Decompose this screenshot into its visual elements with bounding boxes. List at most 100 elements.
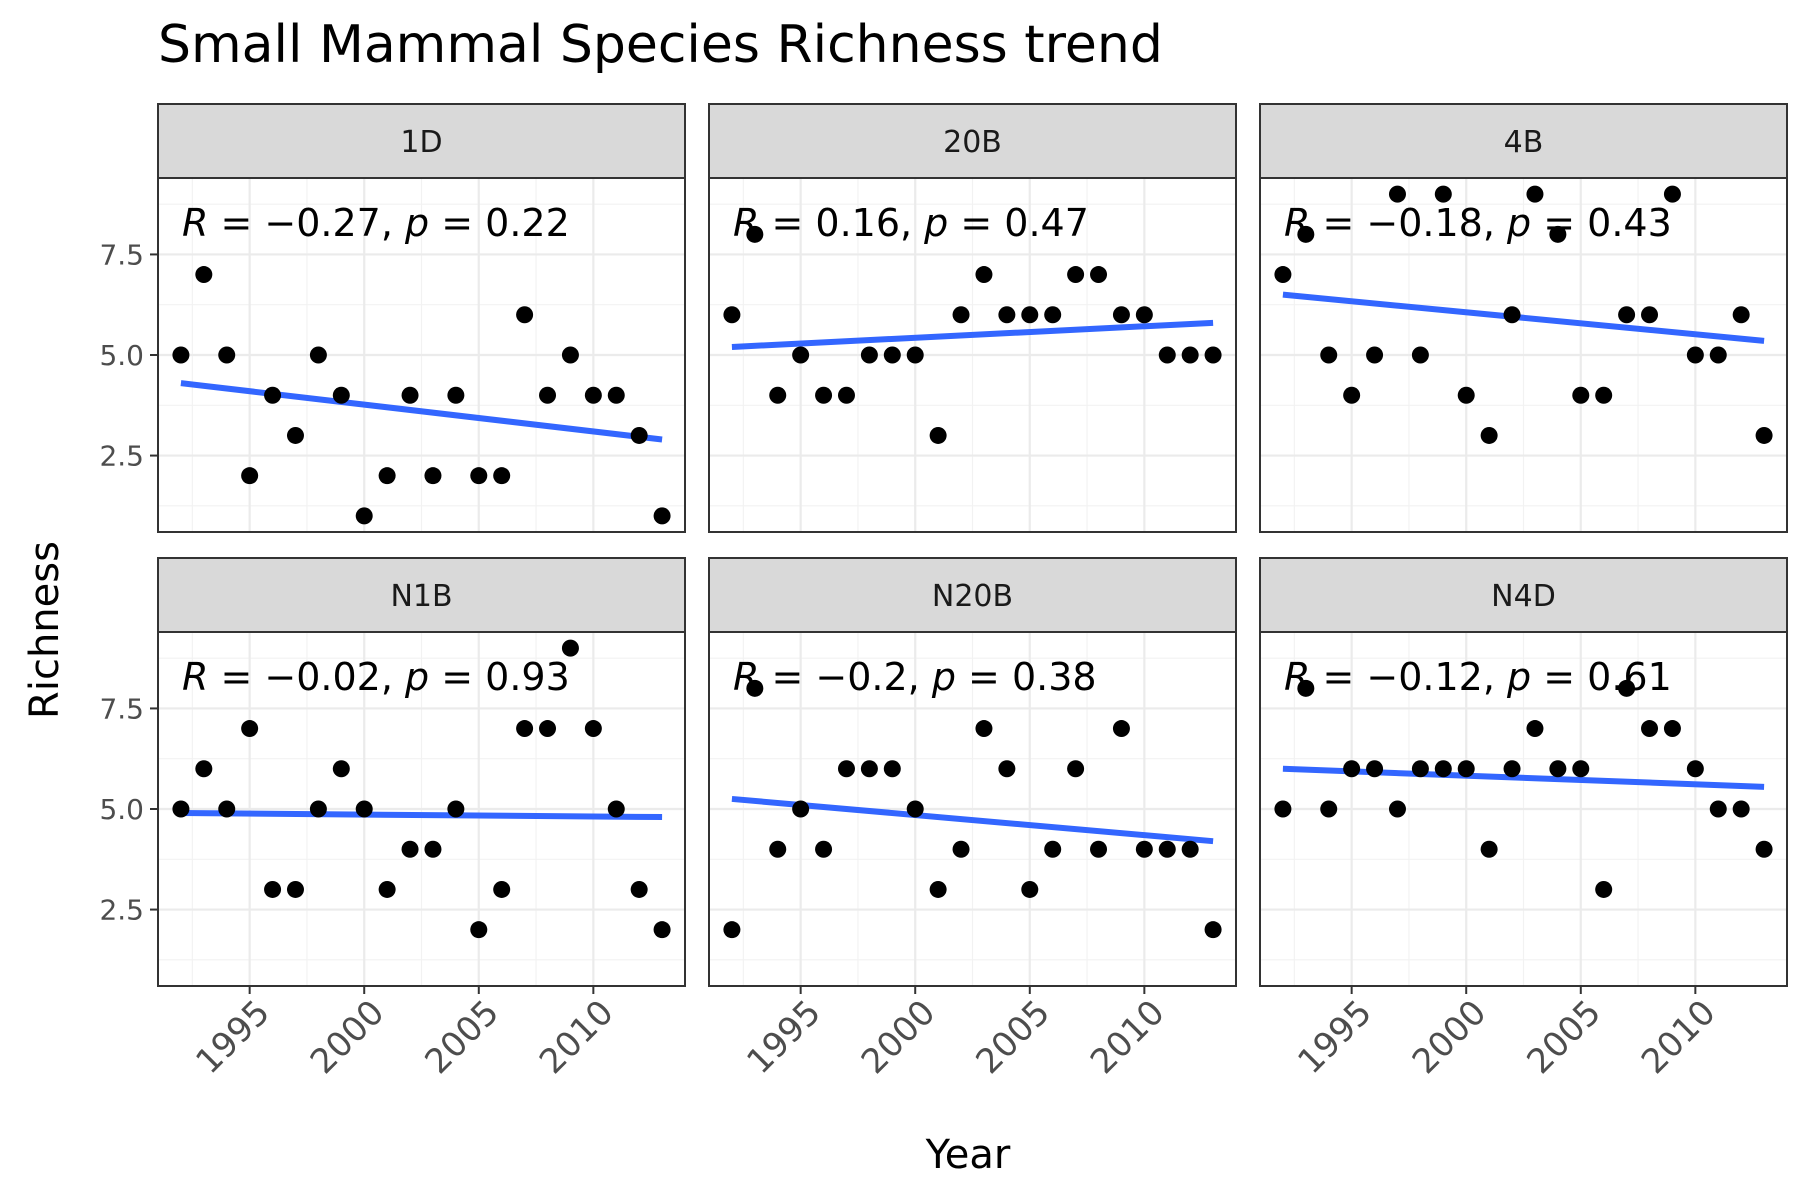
facet-strip [157, 103, 686, 179]
data-point [1732, 306, 1750, 324]
facet-strip-label: 20B [943, 125, 1002, 160]
data-point [769, 386, 787, 404]
data-point [929, 426, 947, 444]
data-point [332, 386, 350, 404]
data-point [1274, 800, 1292, 818]
data-point [883, 346, 901, 364]
data-point [883, 760, 901, 778]
panel-border [1259, 177, 1788, 533]
data-point [723, 306, 741, 324]
data-point [1388, 800, 1406, 818]
data-point [860, 346, 878, 364]
data-point [1274, 266, 1292, 284]
data-point [998, 306, 1016, 324]
data-point [1457, 386, 1475, 404]
facet-strip [157, 557, 686, 633]
data-point [378, 880, 396, 898]
data-point [1709, 800, 1727, 818]
data-point [1709, 346, 1727, 364]
data-point [1181, 840, 1199, 858]
data-point [1549, 760, 1567, 778]
data-point [1366, 346, 1384, 364]
facet-strip-label: N4D [1491, 579, 1556, 614]
trend-line [180, 810, 663, 821]
data-point [746, 679, 764, 697]
data-point [1388, 185, 1406, 203]
data-point [1457, 760, 1475, 778]
data-point [837, 760, 855, 778]
data-point [952, 840, 970, 858]
data-point [218, 800, 236, 818]
data-point [1297, 679, 1315, 697]
correlation-label: R = 0.16, p = 0.47 [733, 201, 1089, 245]
data-point [1297, 225, 1315, 243]
data-point [1044, 840, 1062, 858]
trend-line [1282, 291, 1765, 344]
data-point [975, 720, 993, 738]
data-point [1572, 760, 1590, 778]
correlation-label: R = −0.27, p = 0.22 [182, 201, 570, 245]
x-tick-label: 2005 [417, 993, 506, 1082]
x-tick-label: 2005 [1519, 993, 1608, 1082]
data-point [539, 720, 557, 738]
data-point [1090, 266, 1108, 284]
y-tick-label: 2.5 [99, 894, 144, 927]
data-point [1503, 760, 1521, 778]
data-point [264, 386, 282, 404]
facet-strip [1259, 103, 1788, 179]
data-point [792, 346, 810, 364]
data-point [1135, 306, 1153, 324]
data-point [309, 346, 327, 364]
data-point [975, 266, 993, 284]
data-point [998, 760, 1016, 778]
x-tick-label: 1995 [1290, 993, 1379, 1082]
data-point [906, 346, 924, 364]
y-tick-label: 5.0 [99, 793, 144, 826]
data-point [929, 880, 947, 898]
data-point [1618, 679, 1636, 697]
data-point [355, 507, 373, 525]
data-point [1021, 306, 1039, 324]
data-point [1663, 720, 1681, 738]
data-point [815, 386, 833, 404]
data-point [218, 346, 236, 364]
data-point [1320, 800, 1338, 818]
data-point [493, 880, 511, 898]
data-point [607, 386, 625, 404]
data-point [561, 346, 579, 364]
data-point [1204, 921, 1222, 939]
data-point [195, 266, 213, 284]
correlation-label: R = −0.12, p = 0.61 [1284, 655, 1672, 699]
y-tick-label: 7.5 [99, 238, 144, 271]
data-point [1641, 720, 1659, 738]
y-tick-label: 7.5 [99, 692, 144, 725]
data-point [1366, 760, 1384, 778]
data-point [516, 306, 534, 324]
correlation-label: R = −0.02, p = 0.93 [182, 655, 570, 699]
data-point [424, 840, 442, 858]
x-tick-label: 1995 [739, 993, 828, 1082]
data-point [309, 800, 327, 818]
facet-strip-label: N20B [932, 579, 1013, 614]
data-point [516, 720, 534, 738]
data-point [792, 800, 810, 818]
data-point [172, 800, 190, 818]
x-tick-label: 1995 [188, 993, 277, 1082]
data-point [1204, 346, 1222, 364]
trend-line [180, 380, 663, 443]
data-point [1480, 426, 1498, 444]
data-point [355, 800, 373, 818]
data-point [1549, 225, 1567, 243]
data-point [561, 639, 579, 657]
data-point [1044, 306, 1062, 324]
x-tick-label: 2005 [968, 993, 1057, 1082]
data-point [1663, 185, 1681, 203]
data-point [952, 306, 970, 324]
panel-n20b: N20B R = −0.2, p = 0.38 1995 2000 2005 2010 [708, 557, 1237, 1082]
data-point [1526, 720, 1544, 738]
data-point [1732, 800, 1750, 818]
data-point [607, 800, 625, 818]
data-point [584, 720, 602, 738]
data-point [470, 921, 488, 939]
